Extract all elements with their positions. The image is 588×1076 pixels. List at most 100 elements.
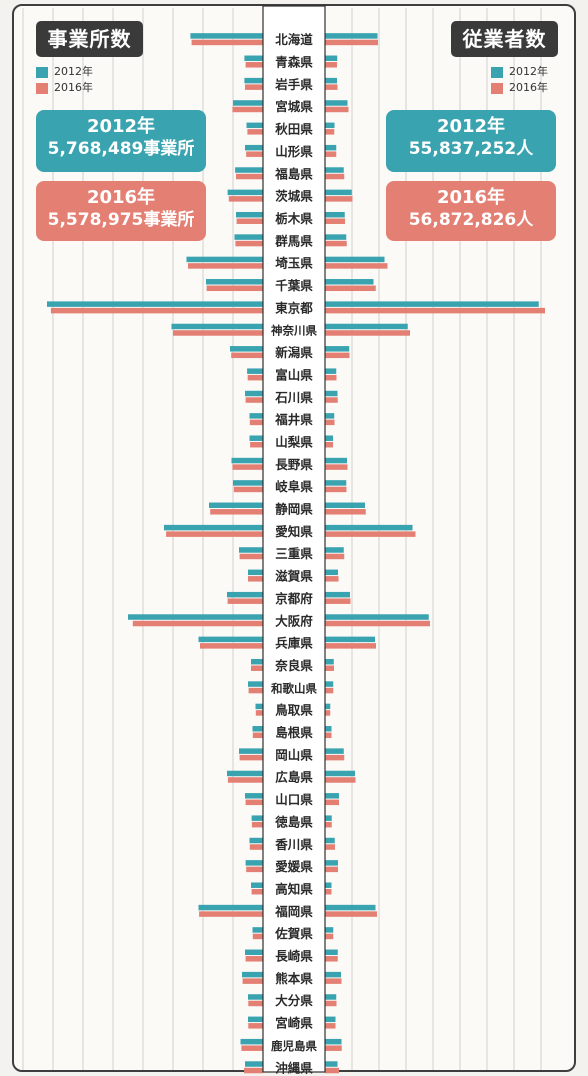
bar-employees-2016 [325, 39, 378, 46]
bar-establishments-2012 [206, 279, 263, 285]
bar-establishments-2012 [236, 211, 263, 218]
bar-employees-2016 [325, 710, 331, 716]
bar-employees-2012 [325, 368, 337, 374]
bar-employees-2012 [325, 524, 413, 531]
total-employees-2016: 2016年 56,872,826人 [386, 181, 556, 241]
bar-employees-2012 [325, 77, 337, 84]
bar-employees-2012 [325, 882, 332, 888]
bar-establishments-2016 [228, 196, 263, 202]
bar-employees-2012 [325, 211, 345, 218]
bar-establishments-2016 [173, 330, 263, 336]
bar-employees-2016 [325, 576, 339, 582]
bar-establishments-2012 [248, 994, 263, 1000]
bar-establishments-2016 [249, 844, 263, 850]
prefecture-label: 岡山県 [275, 747, 313, 762]
prefecture-label: 千葉県 [275, 278, 313, 293]
bar-establishments-2012 [235, 167, 263, 173]
bar-employees-2012 [325, 167, 344, 173]
prefecture-label: 佐賀県 [274, 926, 313, 941]
prefecture-label: 新潟県 [275, 345, 313, 360]
bar-establishments-2016 [245, 84, 263, 90]
bar-establishments-2016 [248, 1000, 263, 1007]
bar-establishments-2012 [251, 882, 263, 888]
prefecture-label: 徳島県 [274, 814, 313, 829]
prefecture-label: 奈良県 [274, 658, 313, 673]
bar-establishments-2012 [248, 569, 263, 576]
prefecture-label: 熊本県 [275, 971, 313, 986]
bar-establishments-2012 [230, 346, 263, 352]
bar-establishments-2016 [248, 576, 263, 582]
bar-employees-2016 [325, 888, 332, 895]
bar-establishments-2016 [233, 486, 263, 493]
bar-establishments-2016 [251, 888, 263, 895]
bar-establishments-2012 [242, 971, 263, 978]
bar-establishments-2012 [252, 927, 263, 933]
legend-swatch-2016 [491, 82, 503, 94]
bar-establishments-2012 [164, 524, 263, 531]
bar-establishments-2012 [245, 949, 263, 956]
bar-employees-2016 [325, 598, 351, 604]
prefecture-label: 大阪府 [275, 613, 313, 628]
bar-establishments-2012 [239, 748, 263, 754]
bar-employees-2012 [325, 457, 347, 464]
bar-employees-2012 [325, 636, 375, 643]
total-establishments-2016: 2016年 5,578,975事業所 [36, 181, 206, 241]
bar-establishments-2012 [190, 33, 263, 39]
total-value: 5,578,975事業所 [47, 210, 195, 230]
bar-employees-2016 [325, 84, 338, 90]
prefecture-label: 島根県 [275, 725, 313, 740]
total-employees-2012: 2012年 55,837,252人 [386, 110, 556, 172]
legend-item-2012: 2012年 [491, 64, 548, 80]
prefecture-label: 宮崎県 [275, 1016, 313, 1031]
bar-employees-2016 [325, 62, 337, 68]
bar-establishments-2012 [248, 1016, 263, 1023]
bar-employees-2012 [325, 279, 374, 285]
bar-employees-2016 [325, 129, 335, 135]
bar-establishments-2012 [233, 480, 263, 486]
bar-establishments-2016 [250, 441, 263, 448]
bar-employees-2016 [325, 911, 377, 917]
bar-establishments-2012 [245, 793, 263, 799]
bar-establishments-2016 [247, 129, 263, 135]
bar-employees-2016 [325, 307, 545, 314]
bar-establishments-2016 [248, 687, 263, 694]
legend-swatch-2012 [36, 66, 48, 78]
bar-establishments-2016 [252, 933, 263, 940]
legend-left: 2012年 2016年 [36, 64, 93, 96]
prefecture-label: 東京都 [275, 300, 313, 315]
bar-establishments-2012 [233, 100, 263, 106]
bar-employees-2016 [325, 240, 347, 247]
bar-employees-2012 [325, 815, 332, 821]
bar-establishments-2016 [249, 419, 263, 426]
bar-establishments-2012 [239, 547, 263, 553]
legend-swatch-2016 [36, 82, 48, 94]
bar-employees-2016 [325, 419, 335, 426]
bar-establishments-2012 [251, 658, 263, 665]
bar-establishments-2016 [242, 978, 263, 984]
total-value: 5,768,489事業所 [47, 139, 195, 159]
bar-employees-2012 [325, 971, 341, 978]
bar-employees-2016 [325, 866, 338, 873]
prefecture-label: 三重県 [275, 546, 313, 561]
prefecture-label: 福岡県 [274, 904, 313, 919]
bar-employees-2016 [325, 933, 334, 940]
bar-employees-2016 [325, 531, 416, 537]
bar-employees-2012 [325, 837, 335, 844]
bar-establishments-2012 [246, 122, 263, 129]
bar-establishments-2016 [227, 598, 263, 604]
bar-employees-2016 [325, 397, 338, 403]
legend-right: 2012年 2016年 [491, 64, 548, 96]
bar-employees-2016 [325, 821, 332, 828]
bar-employees-2012 [325, 33, 378, 39]
bar-employees-2012 [325, 770, 355, 777]
bar-employees-2012 [325, 413, 335, 419]
bar-establishments-2016 [244, 1067, 263, 1074]
bar-employees-2012 [325, 390, 338, 397]
prefecture-label: 岩手県 [274, 77, 313, 92]
prefecture-label: 栃木県 [275, 211, 313, 226]
bar-employees-2012 [325, 681, 334, 687]
bar-employees-2012 [325, 547, 344, 553]
bar-employees-2016 [325, 173, 345, 180]
bar-employees-2012 [325, 703, 331, 710]
bar-establishments-2016 [239, 754, 263, 761]
